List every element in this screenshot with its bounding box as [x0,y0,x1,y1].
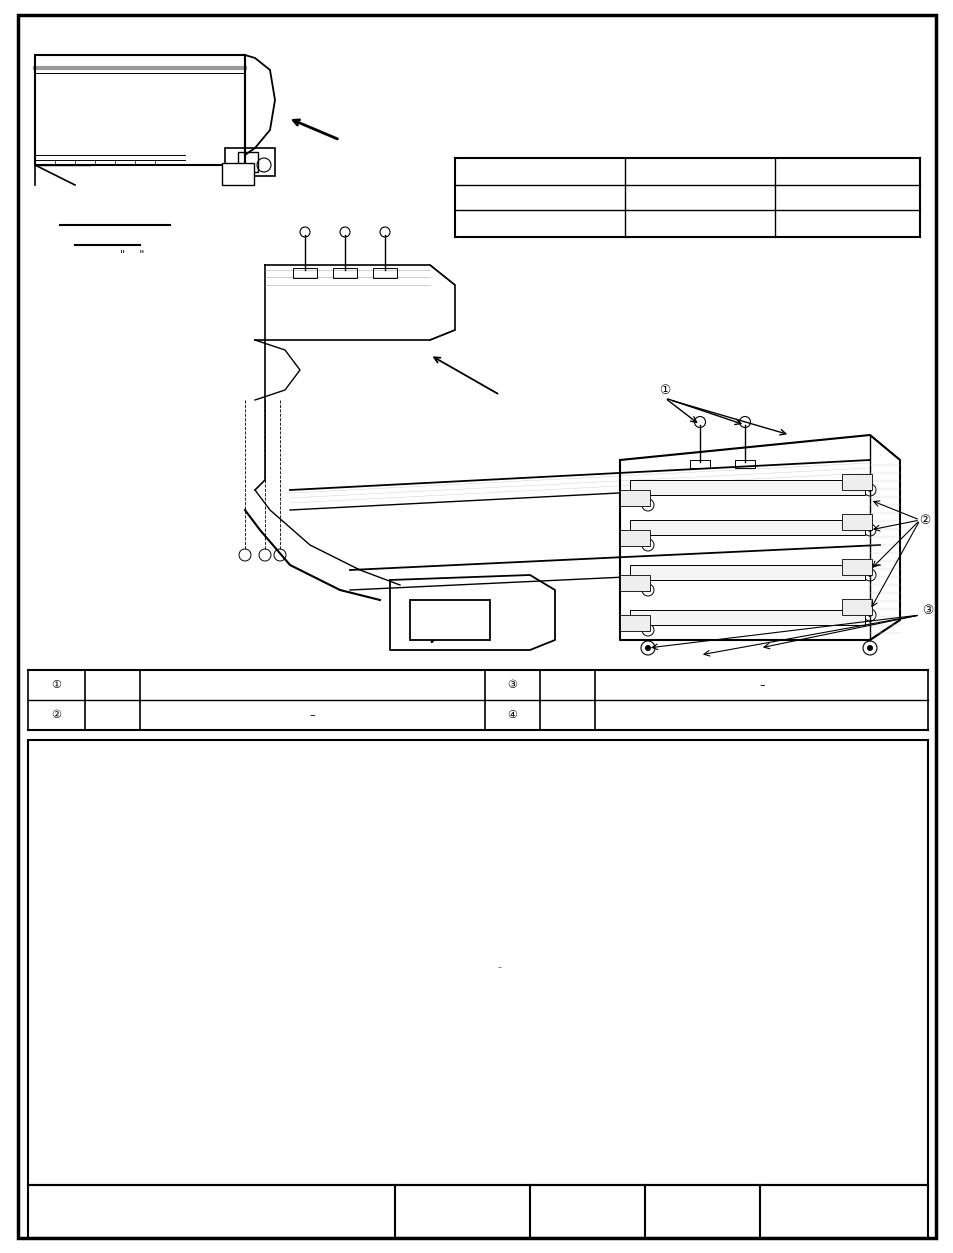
Bar [629,565,864,580]
Bar [293,268,316,278]
Circle shape [644,645,650,652]
Bar [841,559,871,575]
Bar [373,268,396,278]
Bar [629,610,864,625]
Bar [629,520,864,535]
Bar [225,148,274,175]
Bar [619,530,649,546]
Text: ①: ① [659,383,670,396]
Circle shape [867,573,871,576]
Bar [734,460,754,469]
Text: ③: ③ [922,604,933,616]
Bar [237,152,257,172]
Text: "    ": " " [120,251,144,261]
Text: –: – [759,680,764,690]
Bar [333,268,356,278]
Circle shape [867,487,871,492]
Bar [35,55,245,165]
Text: ②: ② [51,710,61,720]
Circle shape [645,588,649,591]
Text: ②: ② [919,514,929,526]
Bar [410,600,490,640]
Bar [689,460,709,469]
Bar [841,514,871,530]
Circle shape [645,543,649,548]
Circle shape [645,628,649,632]
Text: –: – [309,710,314,720]
Bar [619,615,649,632]
Bar [629,480,864,495]
Bar [841,474,871,490]
Bar [841,599,871,615]
Text: –: – [497,964,501,972]
Circle shape [867,528,871,533]
Text: ①: ① [51,680,61,690]
Bar [28,741,927,1185]
Bar [415,605,484,635]
Text: ④: ④ [506,710,517,720]
Text: ③: ③ [506,680,517,690]
Circle shape [867,613,871,616]
Bar [619,575,649,591]
Bar [222,163,253,185]
Circle shape [866,645,872,652]
Circle shape [645,502,649,507]
Bar [619,490,649,506]
